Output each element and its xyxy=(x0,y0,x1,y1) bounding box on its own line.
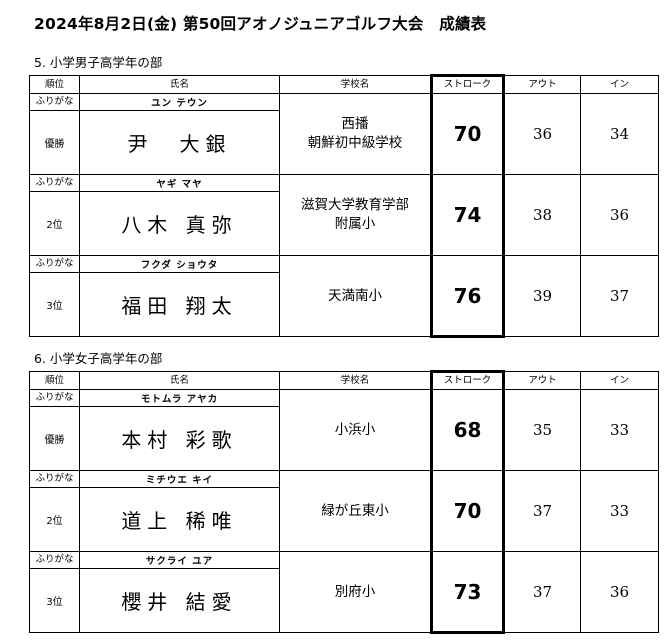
header-out: アウト xyxy=(503,371,581,390)
header-stroke: ストローク xyxy=(430,74,505,94)
name-furigana: モトムラ アヤカ xyxy=(79,389,280,407)
table-row: 3位 櫻井 結愛 xyxy=(29,568,659,633)
rank-cell: 2位 xyxy=(29,487,80,552)
rank-cell: 2位 xyxy=(29,191,80,256)
in-score: 33 xyxy=(580,470,659,552)
rank-cell: 優勝 xyxy=(29,110,80,175)
out-score: 37 xyxy=(503,470,581,552)
section-title-boys: 5. 小学男子高学年の部 xyxy=(34,55,163,70)
furigana-label: ふりがな xyxy=(29,93,80,111)
header-school: 学校名 xyxy=(279,75,432,94)
out-score: 36 xyxy=(503,93,581,175)
in-score: 36 xyxy=(580,174,659,256)
rank-cell: 3位 xyxy=(29,568,80,633)
name-furigana: サクライ ユア xyxy=(79,551,280,569)
school-name: 滋賀大学教育学部 附属小 xyxy=(279,174,432,256)
results-table-boys: 順位 氏名 学校名 ストローク アウト イン ふりがな ユン テウン 西播 朝鮮… xyxy=(29,74,659,338)
table-header-row: 順位 氏名 学校名 ストローク アウト イン xyxy=(29,74,659,94)
table-row: ふりがな サクライ ユア 別府小 73 37 36 xyxy=(29,551,659,634)
school-name: 緑が丘東小 xyxy=(279,470,432,552)
header-name: 氏名 xyxy=(79,75,280,94)
out-score: 38 xyxy=(503,174,581,256)
table-row: ふりがな ヤギ マヤ 滋賀大学教育学部 附属小 74 38 36 xyxy=(29,174,659,256)
table-row: ふりがな モトムラ アヤカ 小浜小 68 35 33 xyxy=(29,389,659,471)
player-name: 道上 稀唯 xyxy=(79,487,280,552)
table-row: 優勝 本村 彩歌 xyxy=(29,406,659,471)
out-score: 37 xyxy=(503,551,581,633)
section-title-girls: 6. 小学女子高学年の部 xyxy=(34,351,163,366)
header-in: イン xyxy=(580,75,659,94)
player-name: 尹 大銀 xyxy=(79,110,280,175)
name-furigana: フクダ ショウタ xyxy=(79,255,280,273)
rank-cell: 優勝 xyxy=(29,406,80,471)
furigana-label: ふりがな xyxy=(29,470,80,488)
school-name: 小浜小 xyxy=(279,389,432,471)
table-row: ふりがな ユン テウン 西播 朝鮮初中級学校 70 36 34 xyxy=(29,93,659,175)
player-name: 八木 真弥 xyxy=(79,191,280,256)
in-score: 33 xyxy=(580,389,659,471)
results-table-girls: 順位 氏名 学校名 ストローク アウト イン ふりがな モトムラ アヤカ 小浜小… xyxy=(29,370,659,634)
player-name: 本村 彩歌 xyxy=(79,406,280,471)
header-rank: 順位 xyxy=(29,75,80,94)
name-furigana: ミチウエ キイ xyxy=(79,470,280,488)
stroke-total: 76 xyxy=(430,255,505,338)
furigana-label: ふりがな xyxy=(29,255,80,273)
header-name: 氏名 xyxy=(79,371,280,390)
table-row: ふりがな ミチウエ キイ 緑が丘東小 70 37 33 xyxy=(29,470,659,552)
stroke-total: 73 xyxy=(430,551,505,634)
in-score: 36 xyxy=(580,551,659,633)
out-score: 35 xyxy=(503,389,581,471)
stroke-total: 70 xyxy=(430,93,505,175)
name-furigana: ユン テウン xyxy=(79,93,280,111)
stroke-total: 74 xyxy=(430,174,505,256)
name-furigana: ヤギ マヤ xyxy=(79,174,280,192)
header-rank: 順位 xyxy=(29,371,80,390)
page-title: 2024年8月2日(金) 第50回アオノジュニアゴルフ大会 成績表 xyxy=(34,15,487,33)
table-header-row: 順位 氏名 学校名 ストローク アウト イン xyxy=(29,370,659,390)
in-score: 37 xyxy=(580,255,659,337)
furigana-label: ふりがな xyxy=(29,551,80,569)
school-name: 西播 朝鮮初中級学校 xyxy=(279,93,432,175)
header-school: 学校名 xyxy=(279,371,432,390)
school-name: 天満南小 xyxy=(279,255,432,337)
header-stroke: ストローク xyxy=(430,370,505,390)
furigana-label: ふりがな xyxy=(29,174,80,192)
table-row: 2位 道上 稀唯 xyxy=(29,487,659,552)
out-score: 39 xyxy=(503,255,581,337)
header-in: イン xyxy=(580,371,659,390)
in-score: 34 xyxy=(580,93,659,175)
table-row: 3位 福田 翔太 xyxy=(29,272,659,337)
school-name: 別府小 xyxy=(279,551,432,633)
player-name: 櫻井 結愛 xyxy=(79,568,280,633)
stroke-total: 68 xyxy=(430,389,505,471)
player-name: 福田 翔太 xyxy=(79,272,280,337)
furigana-label: ふりがな xyxy=(29,389,80,407)
table-row: ふりがな フクダ ショウタ 天満南小 76 39 37 xyxy=(29,255,659,338)
rank-cell: 3位 xyxy=(29,272,80,337)
stroke-total: 70 xyxy=(430,470,505,552)
header-out: アウト xyxy=(503,75,581,94)
